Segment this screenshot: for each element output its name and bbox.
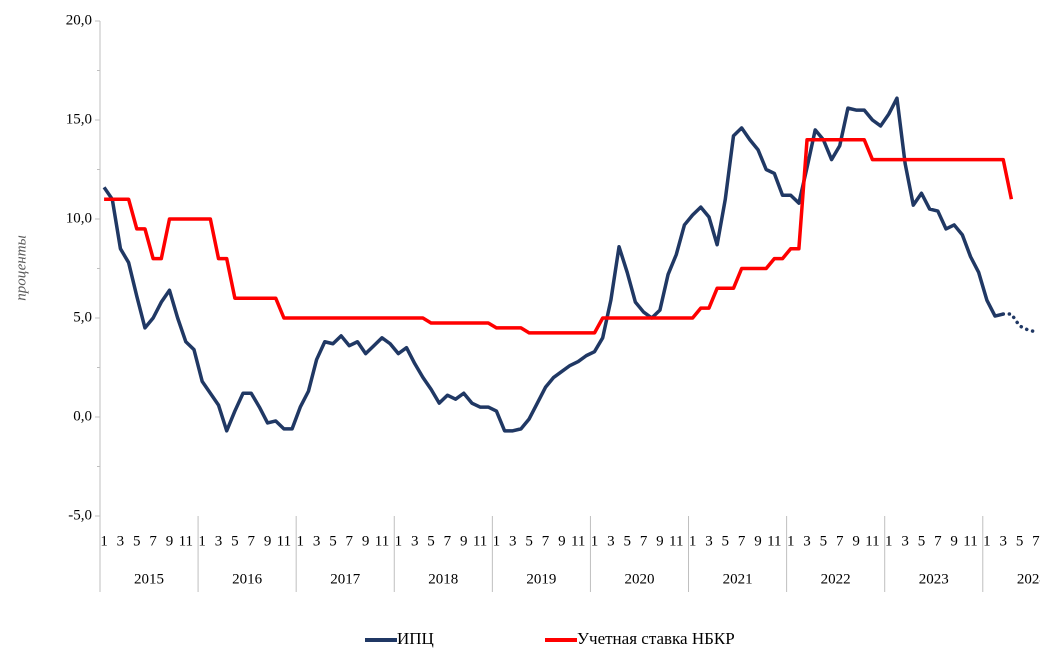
x-tick-label: 3	[411, 533, 419, 549]
legend-label: Учетная ставка НБКР	[577, 629, 735, 648]
x-tick-label: 9	[656, 533, 664, 549]
y-tick-label: 20,0	[66, 12, 92, 28]
x-tick-label: 11	[669, 533, 683, 549]
x-tick-label: 1	[493, 533, 501, 549]
x-tick-label: 9	[264, 533, 272, 549]
x-tick-label: 11	[473, 533, 487, 549]
x-tick-label: 3	[705, 533, 713, 549]
group-label: 2019	[526, 571, 556, 587]
x-tick-label: 7	[444, 533, 452, 549]
x-tick-label: 5	[820, 533, 828, 549]
x-tick-label: 7	[149, 533, 157, 549]
x-tick-label: 9	[754, 533, 762, 549]
y-tick-label: -5,0	[68, 507, 92, 523]
legend-label: ИПЦ	[397, 629, 434, 648]
x-tick-label: 7	[836, 533, 844, 549]
x-tick-label: 1	[395, 533, 403, 549]
x-tick-label: 3	[607, 533, 615, 549]
x-tick-label: 11	[767, 533, 781, 549]
x-tick-label: 1	[198, 533, 206, 549]
x-tick-label: 7	[1032, 533, 1040, 549]
x-tick-label: 7	[542, 533, 550, 549]
x-tick-label: 7	[346, 533, 354, 549]
x-tick-label: 3	[117, 533, 125, 549]
x-tick-label: 11	[179, 533, 193, 549]
x-tick-label: 9	[852, 533, 860, 549]
x-tick-label: 11	[963, 533, 977, 549]
x-tick-label: 7	[738, 533, 746, 549]
y-axis-label: проценты	[13, 235, 29, 300]
x-tick-label: 3	[509, 533, 517, 549]
group-label: 2021	[723, 571, 753, 587]
y-tick-label: 0,0	[73, 408, 92, 424]
group-label: 2018	[428, 571, 458, 587]
x-tick-label: 5	[231, 533, 239, 549]
group-label: 2022	[821, 571, 851, 587]
x-tick-label: 1	[983, 533, 991, 549]
x-tick-label: 7	[934, 533, 942, 549]
x-tick-label: 9	[460, 533, 468, 549]
x-tick-label: 11	[375, 533, 389, 549]
group-label: 2016	[232, 571, 263, 587]
x-tick-label: 3	[901, 533, 909, 549]
x-tick-label: 1	[100, 533, 108, 549]
x-tick-label: 1	[689, 533, 697, 549]
x-tick-label: 3	[803, 533, 811, 549]
group-label: 2020	[624, 571, 654, 587]
y-tick-label: 15,0	[66, 111, 92, 127]
x-tick-label: 9	[166, 533, 174, 549]
group-label: 2015	[134, 571, 164, 587]
x-tick-label: 11	[865, 533, 879, 549]
x-tick-label: 1	[297, 533, 305, 549]
x-tick-label: 5	[525, 533, 533, 549]
x-tick-label: 3	[999, 533, 1007, 549]
x-tick-label: 11	[277, 533, 291, 549]
x-tick-label: 1	[787, 533, 795, 549]
x-tick-label: 9	[950, 533, 958, 549]
x-tick-label: 5	[918, 533, 926, 549]
group-label: 2017	[330, 571, 361, 587]
x-tick-label: 3	[313, 533, 321, 549]
group-label: 2024	[1017, 571, 1043, 587]
x-tick-label: 5	[722, 533, 730, 549]
forecast-line	[1001, 312, 1038, 334]
x-tick-label: 5	[427, 533, 435, 549]
x-tick-label: 9	[362, 533, 370, 549]
group-label: 2023	[919, 571, 949, 587]
x-tick-label: 7	[247, 533, 255, 549]
plot: -5,00,05,010,015,020,01 3 5 7 9 11 1 3 5 7 9 11 1 3 5 7…	[66, 12, 1043, 592]
x-tick-label: 5	[623, 533, 631, 549]
x-tick-label: 3	[215, 533, 223, 549]
line	[102, 96, 1004, 433]
x-tick-label: 7	[640, 533, 648, 549]
x-tick-label: 5	[1016, 533, 1024, 549]
x-tick-label: 5	[329, 533, 337, 549]
x-tick-label: 5	[133, 533, 141, 549]
x-tick-label: 9	[558, 533, 566, 549]
x-tick-label: 1	[885, 533, 893, 549]
x-tick-label: 11	[571, 533, 585, 549]
line	[104, 138, 1014, 335]
y-tick-label: 5,0	[73, 309, 92, 325]
x-tick-label: 1	[591, 533, 599, 549]
y-tick-label: 10,0	[66, 210, 92, 226]
